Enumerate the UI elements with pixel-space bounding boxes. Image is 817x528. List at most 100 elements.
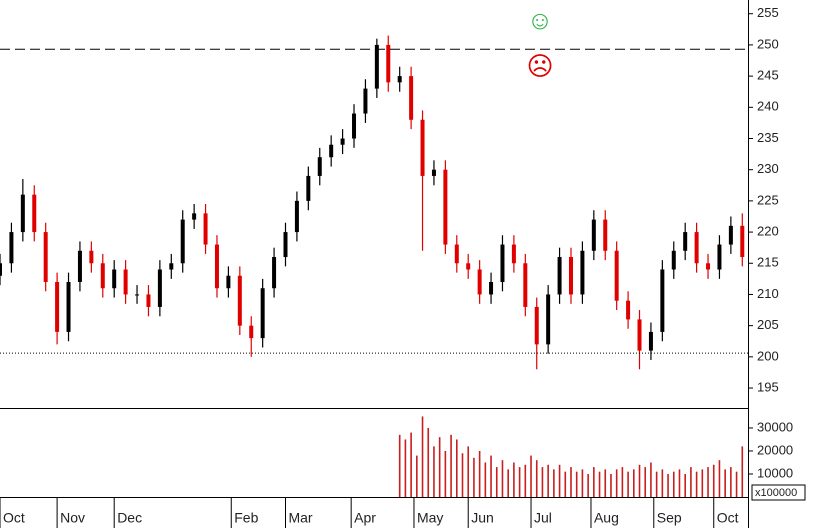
candle-body — [443, 169, 448, 245]
volume-bar — [524, 464, 527, 497]
candle-body — [112, 269, 117, 289]
volume-bar — [547, 464, 549, 497]
volume-bar — [633, 469, 635, 497]
annotation: ☺ — [527, 5, 554, 35]
candle-body — [511, 244, 516, 264]
candle-body — [546, 294, 551, 345]
candle-body — [363, 88, 368, 114]
volume-bar — [672, 471, 675, 497]
y-tick-label: 210 — [757, 286, 779, 301]
volume-bar — [444, 450, 447, 497]
volume-bar — [695, 471, 698, 497]
volume-bar — [564, 471, 567, 497]
volume-bar — [484, 462, 487, 497]
volume-bar — [467, 446, 470, 497]
volume-bar — [518, 467, 521, 497]
volume-bar — [724, 469, 726, 497]
candle-body — [9, 232, 14, 264]
volume-bar — [478, 450, 481, 497]
x-tick-label: Apr — [354, 510, 376, 526]
volume-bar — [553, 469, 555, 497]
volume-bar — [421, 416, 424, 497]
volume-bar — [535, 460, 538, 497]
y-tick-label: 195 — [757, 379, 779, 394]
volume-bar — [593, 467, 595, 497]
candle-body — [0, 263, 2, 276]
y-tick-label: 255 — [757, 5, 779, 20]
candle-body — [237, 275, 242, 326]
volume-bar — [410, 432, 412, 497]
candle-body — [214, 244, 219, 289]
unit-box — [751, 484, 806, 501]
volume-bar — [501, 460, 504, 497]
candle-body — [740, 225, 745, 258]
volume-bar — [461, 453, 464, 497]
volume-bar — [507, 469, 509, 497]
x-tick-label: Jun — [471, 510, 494, 526]
volume-bar — [541, 467, 544, 497]
candle-body — [614, 250, 619, 301]
volume-bar — [718, 460, 721, 497]
candle-body — [146, 294, 151, 307]
candle-body — [386, 44, 391, 83]
candle-body — [603, 219, 608, 251]
volume-bar — [438, 437, 441, 497]
candle-body — [534, 306, 539, 345]
candle-body — [317, 157, 322, 176]
volume-bar — [587, 473, 589, 497]
volume-bar — [450, 434, 452, 497]
candle-body — [123, 269, 128, 295]
candle-body — [637, 319, 642, 351]
volume-bar — [638, 464, 641, 497]
volume-bar — [581, 469, 584, 497]
volume-bar — [598, 471, 601, 497]
candle-body — [66, 281, 71, 332]
volume-bar — [427, 427, 430, 497]
volume-bar — [661, 469, 664, 497]
volume-bar — [558, 464, 561, 497]
volume-bar — [610, 473, 612, 497]
x-tick-label: Sep — [657, 510, 682, 526]
y-tick-label: 235 — [757, 130, 779, 145]
volume-bar — [730, 467, 732, 497]
candle-body — [420, 119, 425, 176]
y-tick-label: 30000 — [757, 419, 793, 434]
candle-body — [272, 257, 277, 289]
candle-body — [340, 138, 345, 145]
candle-body — [489, 281, 494, 295]
candle-body — [706, 263, 711, 270]
candle-body — [226, 275, 231, 289]
candle-body — [591, 219, 596, 251]
x-tick-label: Oct — [717, 510, 739, 526]
candle-body — [523, 263, 528, 307]
y-tick-label: 205 — [757, 317, 779, 332]
candle-body — [283, 232, 288, 258]
candle-body — [329, 144, 334, 158]
candle-body — [374, 44, 379, 89]
volume-bar — [455, 439, 458, 497]
candle-body — [694, 232, 699, 264]
y-tick-label: 225 — [757, 192, 779, 207]
candle-body — [431, 169, 436, 176]
candle-body — [260, 288, 265, 339]
annotation: ☹ — [526, 51, 553, 81]
candle-body — [568, 257, 573, 295]
volume-bar — [627, 471, 629, 497]
x-tick-label: Jul — [534, 510, 552, 526]
volume-bar — [433, 446, 435, 497]
volume-bar — [735, 471, 738, 497]
volume-bar — [678, 469, 681, 497]
candle-body — [135, 294, 140, 296]
candle-body — [43, 232, 48, 282]
candle-body — [249, 325, 254, 339]
volume-bar — [473, 457, 475, 497]
candle-body — [192, 213, 197, 220]
candle-body — [157, 269, 162, 307]
y-tick-label: 200 — [757, 348, 779, 363]
candle-body — [717, 244, 722, 270]
y-tick-label: 230 — [757, 161, 779, 176]
candle-body — [100, 263, 105, 289]
candle-body — [477, 269, 482, 295]
volume-bar — [604, 469, 607, 497]
